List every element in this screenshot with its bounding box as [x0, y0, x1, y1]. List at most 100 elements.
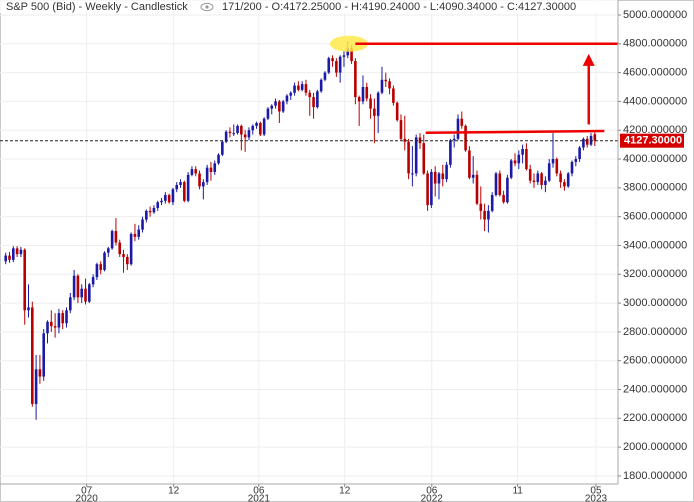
candle-body	[593, 134, 597, 141]
candle-body	[399, 120, 403, 139]
candle-body	[4, 255, 8, 262]
candle-body	[551, 159, 555, 164]
candle-body	[259, 123, 262, 135]
candle-body	[167, 195, 171, 203]
ohlc-info: 171/200 - O:4172.25000 - H:4190.24000 - …	[222, 1, 576, 13]
candle-body	[194, 169, 198, 174]
candle-body	[521, 148, 524, 155]
candle-body	[293, 85, 296, 93]
candle-body	[27, 307, 30, 311]
candle-body	[433, 171, 437, 184]
candle-body	[532, 180, 536, 183]
candle-body	[266, 108, 270, 119]
candle-body	[437, 173, 441, 184]
candle-body	[509, 160, 513, 178]
candle-body	[513, 160, 517, 164]
candle-body	[209, 167, 213, 172]
candle-body	[95, 264, 99, 278]
candle-body	[289, 92, 293, 96]
x-tick-label: 05	[590, 486, 602, 497]
last-price-box	[620, 133, 684, 148]
candle-body	[110, 231, 114, 249]
candle-body	[255, 123, 258, 126]
candle-body	[574, 159, 578, 162]
candle-body	[403, 138, 407, 142]
candle-body	[129, 233, 133, 265]
candle-body	[426, 173, 429, 206]
y-tick-label: 5000.000000	[623, 9, 687, 21]
candle-body	[224, 131, 228, 142]
candle-body	[502, 195, 505, 203]
candle-body	[278, 101, 281, 112]
candle-body	[57, 313, 61, 328]
candle-body	[487, 210, 490, 220]
candle-body	[547, 163, 551, 181]
candle-body	[407, 141, 410, 174]
candle-body	[285, 95, 289, 102]
neckline	[425, 129, 605, 135]
candle-body	[418, 137, 422, 144]
candle-body	[506, 177, 509, 203]
candle-body	[202, 182, 205, 187]
header-bg	[0, 0, 618, 13]
candle-body	[331, 58, 334, 62]
candle-body	[357, 97, 361, 102]
candle-body	[354, 61, 357, 98]
candle-body	[152, 208, 156, 213]
y-tick-label: 4800.000000	[623, 38, 687, 50]
candle-body	[300, 84, 304, 90]
candle-body	[452, 138, 456, 141]
candle-body	[350, 48, 353, 62]
candle-body	[243, 134, 247, 138]
candle-body	[205, 167, 209, 183]
candle-body	[122, 254, 125, 257]
x-tick-label: 11	[512, 486, 523, 497]
candle-body	[281, 101, 285, 112]
candle-body	[19, 249, 23, 255]
eye-outline	[200, 2, 214, 12]
candle-body	[12, 248, 15, 260]
candle-body	[156, 202, 160, 209]
candle-body	[392, 88, 395, 103]
candle-body	[262, 118, 266, 135]
candle-body	[483, 210, 486, 220]
highlight	[329, 35, 368, 52]
candle-body	[114, 231, 118, 243]
y-tick-label: 4200.000000	[623, 124, 687, 136]
candle-body	[190, 169, 194, 175]
candle-body	[183, 182, 186, 201]
x-tick-label: 06	[253, 486, 265, 497]
y-tick-label: 2800.000000	[623, 326, 687, 338]
candle-body	[50, 321, 53, 327]
x-year-label: 2023	[585, 494, 608, 502]
x-year-label: 2022	[421, 494, 444, 502]
candle-body	[395, 102, 399, 121]
candle-body	[411, 173, 414, 175]
candle-body	[422, 143, 426, 174]
candle-body	[456, 118, 460, 139]
candle-body	[164, 195, 167, 201]
candle-body	[335, 61, 338, 73]
candle-body	[536, 173, 540, 183]
candle-body	[251, 125, 255, 131]
x-year-label: 2020	[76, 494, 99, 502]
y-tick-label: 2600.000000	[623, 355, 687, 367]
last-price-label: 4127.30000	[624, 135, 682, 147]
y-tick-label: 3000.000000	[623, 297, 687, 309]
candle-body	[464, 125, 467, 151]
candle-body	[528, 169, 532, 181]
candle-body	[544, 180, 547, 185]
candle-body	[103, 252, 106, 270]
candle-body	[468, 150, 471, 178]
candle-body	[585, 138, 589, 145]
y-tick-label: 2000.000000	[623, 441, 687, 453]
candle-body	[323, 72, 327, 80]
candle-body	[175, 184, 179, 190]
candle-body	[498, 173, 502, 196]
y-tick-label: 3800.000000	[623, 182, 687, 194]
candle-body	[240, 125, 243, 135]
x-year-label: 2021	[248, 494, 271, 502]
candle-body	[479, 203, 483, 211]
candle-body	[107, 248, 110, 253]
eye-icon[interactable]	[200, 2, 214, 12]
